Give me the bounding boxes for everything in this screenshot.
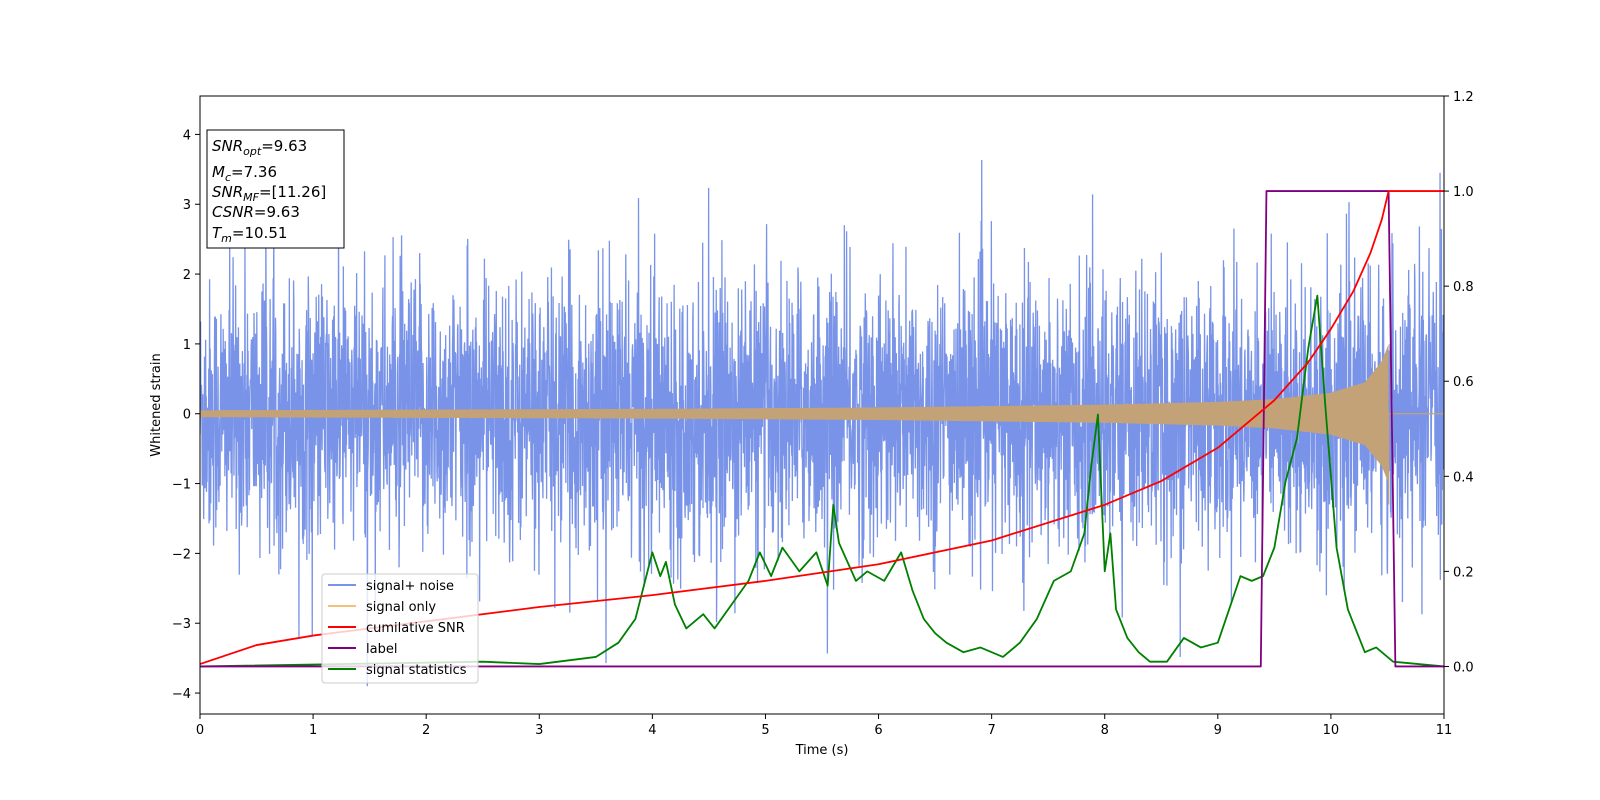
legend-label: label: [366, 642, 397, 657]
x-tick-label: 10: [1323, 723, 1340, 738]
y-left-tick-label: −3: [172, 617, 191, 632]
series-signal-only-tail: [1387, 413, 1444, 505]
y-right-tick-label: 0.0: [1453, 660, 1474, 675]
y-left-tick-label: −2: [172, 547, 191, 562]
series-signal-noise: [200, 159, 1444, 687]
y-left-tick-label: 0: [183, 408, 191, 423]
y-left-tick-label: −4: [172, 687, 191, 702]
info-mc: Mc=7.36: [212, 163, 277, 184]
legend-label: signal only: [366, 600, 436, 615]
legend: signal+ noise signal only cumilative SNR la…: [321, 573, 479, 684]
y-left-tick-label: 2: [183, 268, 191, 283]
info-snr-opt: SNRopt=9.63: [212, 137, 307, 158]
y-right-tick-label: 0.8: [1453, 280, 1474, 295]
info-csnr: CSNR=9.63: [212, 203, 300, 221]
info-snr-mf: SNRMF=[11.26]: [212, 183, 326, 204]
info-box: SNRopt=9.63 Mc=7.36 SNRMF=[11.26] CSNR=9…: [206, 129, 345, 249]
plot-frame: [199, 95, 1445, 715]
series-signal-only: [200, 343, 1389, 484]
legend-label: cumilative SNR: [366, 621, 465, 636]
legend-label: signal+ noise: [366, 579, 454, 594]
x-tick-label: 2: [422, 723, 430, 738]
y-left-tick-label: −1: [172, 478, 191, 493]
y-right-tick-label: 1.0: [1453, 185, 1474, 200]
x-tick-label: 6: [874, 723, 882, 738]
x-tick-label: 4: [648, 723, 656, 738]
y-axis-left: −4 −3 −2 −1 0 1 2 3 4: [172, 128, 200, 702]
x-tick-label: 5: [761, 723, 769, 738]
y-axis-title: Whitened strain: [149, 353, 164, 456]
x-tick-label: 11: [1436, 723, 1453, 738]
y-right-tick-label: 1.2: [1453, 90, 1474, 105]
y-right-tick-label: 0.2: [1453, 565, 1474, 580]
y-left-tick-label: 4: [183, 128, 191, 143]
x-tick-label: 1: [309, 723, 317, 738]
x-tick-label: 3: [535, 723, 543, 738]
legend-label: signal statistics: [366, 663, 467, 678]
y-right-tick-label: 0.6: [1453, 375, 1474, 390]
x-tick-label: 7: [987, 723, 995, 738]
y-axis-right: 0.0 0.2 0.4 0.6 0.8 1.0 1.2: [1444, 90, 1474, 675]
y-right-tick-label: 0.4: [1453, 470, 1474, 485]
x-tick-label: 9: [1214, 723, 1222, 738]
series-signal-statistics: [200, 294, 1444, 668]
x-axis: 0 1 2 3 4 5 6 7 8 9 10 11: [196, 714, 1452, 738]
series-label: [200, 190, 1444, 668]
x-axis-title: Time (s): [795, 743, 849, 758]
x-tick-label: 8: [1101, 723, 1109, 738]
legend-frame: [321, 573, 479, 684]
info-box-frame: [206, 129, 345, 249]
y-left-tick-label: 1: [183, 338, 191, 353]
x-tick-label: 0: [196, 723, 204, 738]
info-tm: Tm=10.51: [212, 224, 287, 245]
y-left-tick-label: 3: [183, 198, 191, 213]
